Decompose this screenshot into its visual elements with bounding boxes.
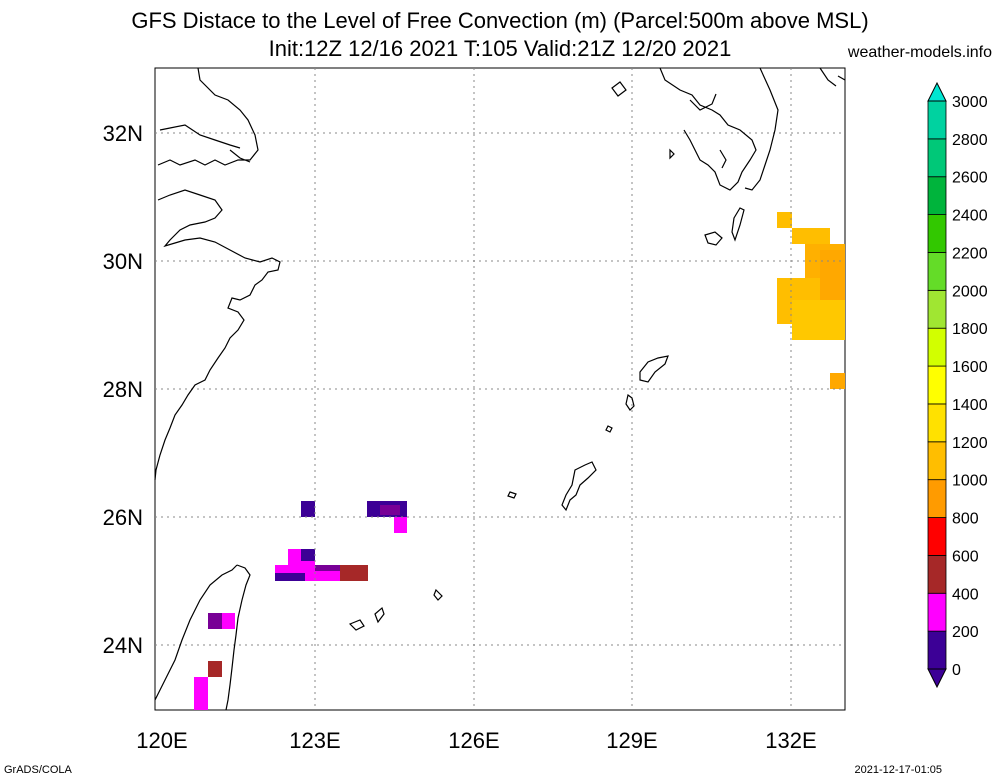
colorbar-segment	[927, 365, 947, 405]
field-cell	[380, 505, 400, 515]
colorbar-label: 2000	[952, 283, 988, 300]
colorbar-segment	[927, 555, 947, 594]
colorbar-segment	[927, 327, 947, 367]
colorbar-segment	[927, 630, 947, 670]
colorbar-label: 1600	[952, 359, 988, 376]
colorbar-label: 2400	[952, 208, 988, 225]
colorbar-label: 200	[952, 624, 979, 641]
field-cell	[208, 613, 222, 629]
colorbar-label: 1200	[952, 435, 988, 452]
graticule	[155, 68, 845, 710]
y-axis: 24N 26N 28N 30N 32N	[103, 121, 143, 658]
x-axis: 120E 123E 126E 129E 132E	[136, 728, 816, 753]
colorbar-segment	[927, 592, 947, 632]
x-tick-label: 126E	[448, 728, 499, 753]
colorbar-bottom-arrow	[927, 668, 947, 689]
colorbar-label: 1800	[952, 321, 988, 338]
y-tick-label: 26N	[103, 505, 143, 530]
y-tick-label: 30N	[103, 249, 143, 274]
colorbar-segment	[927, 138, 947, 178]
field-cell	[301, 501, 315, 517]
x-tick-label: 129E	[606, 728, 657, 753]
field-cell	[792, 228, 830, 244]
colorbar-segment	[927, 403, 947, 443]
field-shading	[194, 212, 845, 710]
colorbar-label: 2800	[952, 132, 988, 149]
y-tick-label: 32N	[103, 121, 143, 146]
map-title: GFS Distace to the Level of Free Convect…	[131, 8, 869, 33]
field-cell	[208, 661, 222, 677]
colorbar-label: 600	[952, 548, 979, 565]
colorbar-label: 1400	[952, 397, 988, 414]
x-tick-label: 132E	[765, 728, 816, 753]
colorbar-segment	[927, 479, 947, 518]
field-cell	[394, 517, 407, 533]
site-credit: weather-models.info	[847, 44, 992, 61]
colorbar-segment	[927, 289, 947, 329]
colorbar-segment	[927, 252, 947, 291]
colorbar-segment	[927, 517, 947, 556]
field-cell	[275, 573, 305, 581]
y-tick-label: 24N	[103, 633, 143, 658]
colorbar-segment	[927, 100, 947, 140]
colorbar-label: 800	[952, 511, 979, 528]
coastlines	[154, 67, 846, 711]
field-cell	[315, 565, 340, 571]
software-credit: GrADS/COLA	[4, 764, 72, 776]
field-cell	[340, 565, 368, 581]
colorbar-label: 2200	[952, 245, 988, 262]
colorbar-label: 1000	[952, 473, 988, 490]
colorbar-label: 2600	[952, 170, 988, 187]
colorbar-label: 0	[952, 662, 961, 679]
colorbar-label: 400	[952, 586, 979, 603]
field-cell	[194, 677, 208, 710]
colorbar-label: 3000	[952, 94, 988, 111]
colorbar-segment	[927, 214, 947, 253]
field-cell	[830, 373, 845, 389]
colorbar-top-arrow	[927, 81, 947, 102]
field-cell	[820, 250, 845, 300]
colorbar-segment	[927, 176, 947, 216]
generation-timestamp: 2021-12-17-01:05	[854, 764, 942, 776]
x-tick-label: 120E	[136, 728, 187, 753]
colorbar-segment	[927, 441, 947, 481]
field-cell	[792, 300, 845, 340]
y-tick-label: 28N	[103, 377, 143, 402]
field-cell	[777, 212, 792, 228]
x-tick-label: 123E	[289, 728, 340, 753]
field-cell	[301, 549, 315, 561]
colorbar: 0 200 400 600 800 1000 1200 1400 1600 1800 2000 220…	[927, 81, 988, 689]
map-subtitle: Init:12Z 12/16 2021 T:105 Valid:21Z 12/2…	[268, 36, 732, 61]
